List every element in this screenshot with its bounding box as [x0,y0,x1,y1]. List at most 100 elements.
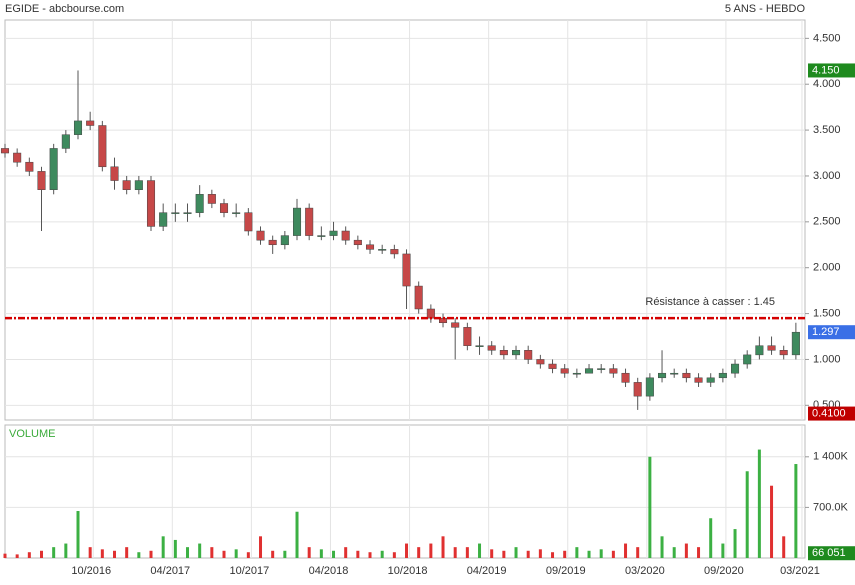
volume-bar [526,550,530,558]
candle-body [159,212,168,227]
candle-body [682,372,691,379]
volume-bar [478,543,482,558]
candle-body [560,368,569,374]
volume-panel [4,424,806,559]
volume-bar [246,552,250,558]
x-tick-label: 10/2017 [230,565,270,577]
volume-bar [392,552,396,558]
candle-body [183,212,192,214]
volume-bar [295,511,299,558]
volume-bar [733,529,737,558]
x-tick-label: 10/2016 [71,565,111,577]
candle-body [49,148,58,190]
volume-bar [465,547,469,558]
volume-bar [417,547,421,558]
volume-bar [15,554,19,558]
volume-bar [368,552,372,558]
volume-bar [770,485,774,558]
candle-body [779,350,788,356]
candle-body [110,166,119,181]
volume-bar [660,536,664,558]
volume-bar [490,549,494,558]
volume-bar [186,547,190,558]
volume-bar [76,511,80,558]
candle-body [0,148,10,154]
candle-body [329,230,338,236]
axis-marker-label: 1.297 [812,326,840,338]
x-tick-label: 09/2020 [704,565,744,577]
x-tick-label: 04/2019 [467,565,507,577]
volume-bar [307,547,311,558]
candle-body [767,345,776,351]
candle-body [353,239,362,246]
axis-marker [808,325,855,340]
y-tick-label: 1.000 [813,353,841,365]
y-tick-label: 4.000 [813,78,841,90]
volume-bar [27,552,31,558]
candle-body [292,207,302,236]
candle-body [633,382,642,397]
volume-bar [113,550,117,558]
volume-bar [721,543,725,558]
candle-body [731,363,740,374]
x-tick-label: 04/2017 [150,565,190,577]
candle-body [390,249,399,255]
candle-body [134,180,143,190]
volume-bar [173,539,177,558]
candle-body [365,244,375,250]
volume-bar [319,549,323,558]
volume-bar [405,543,409,558]
volume-bar [271,550,275,558]
candle-body [268,239,277,246]
y-tick-label: 2.500 [813,216,841,228]
y-tick-label: 3.000 [813,170,841,182]
volume-bar [332,550,336,558]
volume-bar [234,549,238,558]
candle-body [280,235,289,246]
volume-bar [709,518,713,558]
volume-bar [782,536,786,558]
candle-body [451,322,460,328]
x-tick-label: 09/2019 [546,565,586,577]
candle-body [670,372,679,375]
y-tick-label: 2.000 [813,262,841,274]
volume-bar [648,456,652,558]
candle-body [73,120,83,135]
candle-body [512,350,521,356]
candle-body [256,230,265,241]
volume-bar [52,547,56,558]
volume-bar [563,550,567,558]
candle-body [61,134,70,149]
candle-body [536,359,545,365]
period-label: 5 ANS - HEBDO [725,3,806,15]
axis-marker-label: 4.150 [812,64,840,76]
volume-bar [624,543,628,558]
candle-body [244,212,253,232]
x-tick-label: 03/2020 [625,565,665,577]
annotation-text: Résistance à casser : 1.45 [645,296,775,308]
x-tick-label: 10/2018 [388,565,428,577]
volume-bar [356,550,360,558]
candle-body [755,345,764,356]
axis-marker [808,406,855,421]
candle-body [597,368,606,370]
candle-body [645,377,654,397]
candle-body [25,161,34,172]
candle-body [718,372,727,379]
candle-body [232,212,241,214]
volume-bar [210,547,214,558]
candle-body [219,203,229,213]
volume-bar [745,471,749,558]
volume-bar [441,536,445,558]
volume-bar [380,550,384,558]
candle-body [658,372,667,379]
candle-body [572,372,581,375]
volume-bar [599,549,603,558]
candle-body [98,125,107,168]
volume-bar [100,549,104,558]
candle-body [305,207,314,236]
candle-body [499,350,508,356]
candle-body [13,152,22,163]
